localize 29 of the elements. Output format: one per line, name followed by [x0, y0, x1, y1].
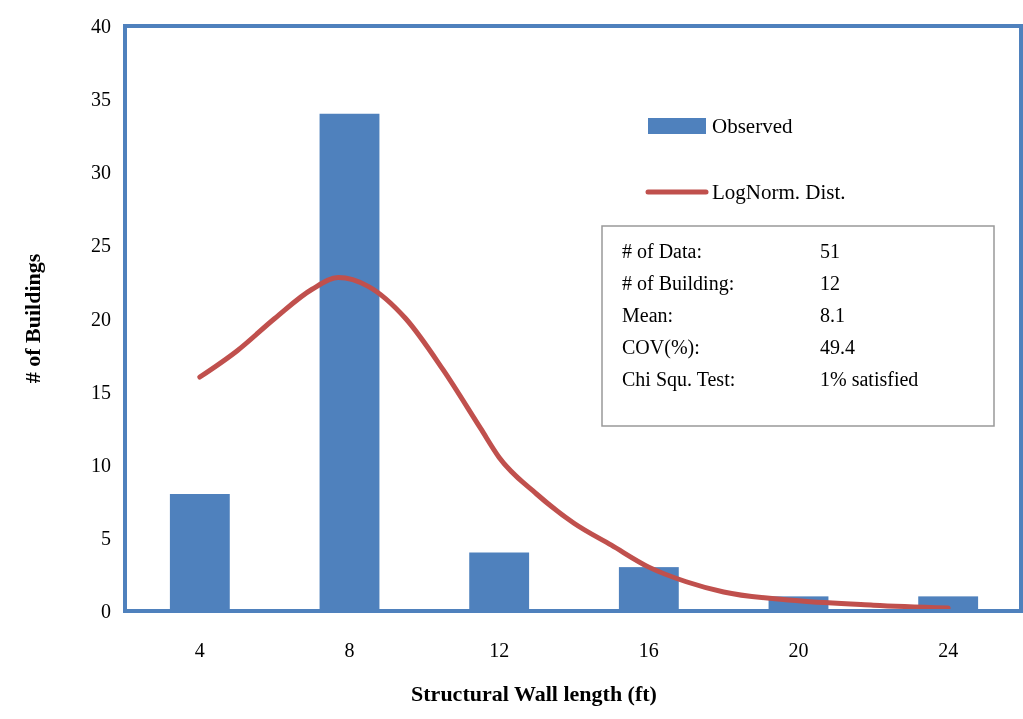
annotation: 51: [820, 240, 840, 262]
annotation: # of Building:: [622, 272, 735, 295]
legend-label: Observed: [712, 114, 793, 139]
annotation: 8.1: [820, 304, 845, 326]
y-tick-label: 25: [91, 234, 111, 257]
x-tick-label: 16: [638, 639, 659, 661]
annotation: Chi Squ. Test:: [622, 368, 736, 391]
y-axis-title: # of Buildings: [20, 253, 45, 384]
y-tick-label: 15: [91, 380, 111, 403]
annotation: 49.4: [820, 336, 855, 358]
x-tick-label: 8: [344, 639, 355, 661]
x-axis-title: Structural Wall length (ft): [411, 681, 657, 706]
x-tick-label: 24: [938, 639, 959, 661]
annotation: 1% satisfied: [820, 368, 919, 390]
y-tick-label: 10: [91, 453, 111, 476]
y-tick-label: 20: [91, 307, 111, 330]
x-tick-label: 12: [489, 639, 510, 661]
annotation: COV(%):: [622, 336, 700, 359]
y-tick-label: 0: [101, 600, 111, 622]
x-tick-label: 4: [194, 639, 205, 661]
y-tick-label: 5: [101, 526, 111, 549]
legend-label: LogNorm. Dist.: [712, 180, 846, 205]
y-tick-label: 40: [91, 15, 111, 37]
y-tick-label: 35: [91, 88, 111, 111]
x-tick-label: 20: [788, 639, 809, 661]
annotation: # of Data:: [622, 240, 702, 262]
annotation: Mean:: [622, 304, 674, 326]
annotation: 12: [820, 272, 840, 294]
y-tick-label: 30: [91, 161, 111, 184]
